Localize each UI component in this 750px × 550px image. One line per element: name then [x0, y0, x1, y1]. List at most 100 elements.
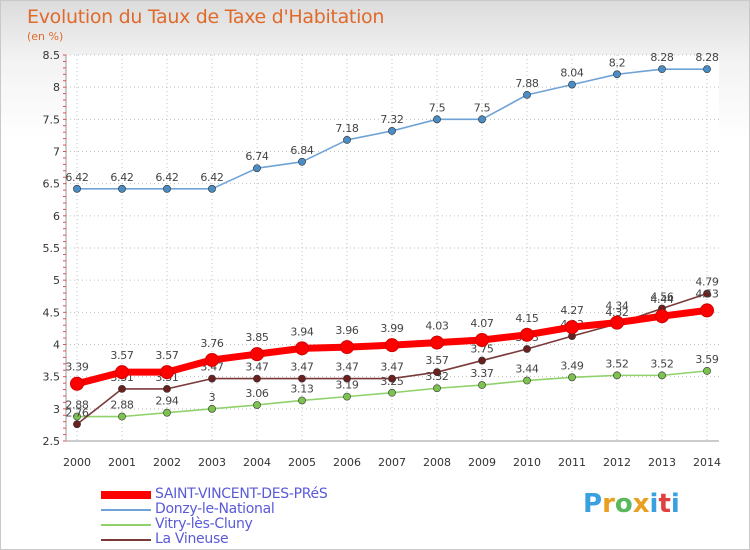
data-label: 3.76	[200, 337, 224, 350]
data-label: 8.2	[609, 56, 626, 69]
y-tick-label: 2.5	[43, 435, 61, 448]
data-point	[343, 136, 351, 144]
data-point	[523, 376, 531, 385]
x-tick-label: 2006	[333, 456, 361, 469]
x-tick-label: 2011	[558, 456, 586, 469]
data-point	[523, 90, 531, 99]
data-label: 3.19	[335, 379, 359, 392]
data-point	[298, 396, 306, 405]
data-label: 3.94	[290, 325, 314, 338]
data-label: 3.99	[380, 322, 404, 335]
data-label: 4.53	[695, 287, 719, 300]
data-point	[568, 80, 576, 89]
data-point	[343, 374, 351, 383]
data-point	[118, 412, 126, 421]
data-point	[658, 65, 666, 74]
data-point	[703, 289, 711, 298]
x-tick-label: 2003	[198, 456, 226, 469]
data-label: 3.52	[605, 357, 628, 370]
x-tick-label: 2012	[603, 456, 631, 469]
data-label: 3.47	[380, 361, 404, 374]
data-label: 3.44	[515, 363, 539, 376]
proxiti-logo: Proxiti	[583, 489, 680, 519]
data-point	[388, 127, 396, 135]
chart-title: Evolution du Taux de Taxe d'Habitation	[27, 6, 385, 28]
data-point	[118, 384, 126, 393]
data-label: 7.5	[429, 101, 446, 114]
data-label: 6.42	[65, 171, 88, 184]
x-tick-label: 2008	[423, 456, 451, 469]
x-tick-label: 2004	[243, 456, 271, 469]
legend-label: Donzy-le-National	[155, 501, 275, 517]
data-point	[658, 371, 666, 380]
legend-label: Vitry-lès-Cluny	[155, 516, 253, 532]
data-point	[163, 184, 171, 193]
data-label: 7.32	[380, 113, 403, 126]
data-label: 8.04	[560, 67, 584, 80]
data-label: 2.88	[65, 399, 89, 412]
data-point	[568, 373, 576, 382]
data-point	[523, 345, 531, 353]
x-tick-label: 2005	[288, 456, 316, 469]
data-label: 4.34	[605, 300, 629, 313]
data-label: 2.94	[155, 395, 179, 408]
x-tick-label: 2001	[108, 456, 136, 469]
data-label: 4.03	[425, 320, 449, 333]
y-tick-label: 7.5	[43, 113, 61, 126]
y-tick-label: 6	[53, 210, 60, 223]
x-tick-label: 2002	[153, 456, 181, 469]
data-point	[295, 341, 309, 356]
legend-label: SAINT-VINCENT-DES-PRéS	[155, 486, 328, 502]
data-label: 4.15	[515, 312, 539, 325]
data-label: 4.44	[650, 293, 674, 306]
data-point	[298, 157, 306, 166]
y-tick-label: 6.5	[43, 178, 61, 191]
data-point	[385, 338, 399, 353]
data-label: 7.5	[474, 101, 491, 114]
data-label: 4.79	[695, 276, 719, 289]
data-label: 8.28	[650, 51, 674, 64]
data-point	[253, 401, 261, 409]
data-point	[208, 404, 216, 413]
data-label: 3.57	[110, 349, 134, 362]
x-tick-label: 2007	[378, 456, 406, 469]
data-point	[478, 115, 486, 124]
data-point	[208, 374, 216, 383]
y-tick-label: 5	[53, 274, 60, 287]
data-point	[73, 412, 81, 421]
x-tick-label: 2014	[693, 456, 721, 469]
y-tick-label: 7	[53, 146, 60, 159]
data-point	[565, 320, 579, 335]
legend-label: La Vineuse	[155, 531, 229, 547]
data-point	[520, 327, 534, 342]
data-point	[163, 408, 171, 417]
data-point	[478, 381, 486, 389]
data-point	[703, 366, 711, 375]
x-tick-label: 2010	[513, 456, 541, 469]
data-label: 3.59	[695, 353, 719, 366]
data-point	[478, 356, 486, 365]
data-label: 6.42	[200, 171, 223, 184]
data-point	[388, 374, 396, 383]
data-label: 4.07	[470, 317, 494, 330]
data-label: 7.18	[335, 122, 359, 135]
y-tick-label: 3.5	[43, 371, 61, 384]
data-point	[160, 365, 174, 380]
data-point	[700, 303, 714, 318]
data-point	[433, 368, 441, 377]
data-label: 3.75	[470, 343, 494, 356]
data-point	[430, 335, 444, 350]
y-tick-label: 4	[53, 339, 60, 352]
data-label: 3.47	[290, 361, 314, 374]
data-label: 3.49	[560, 359, 584, 372]
data-point	[388, 388, 396, 397]
data-point	[343, 392, 351, 401]
y-tick-label: 4.5	[43, 306, 61, 319]
data-point	[70, 376, 84, 391]
legend-swatch	[101, 524, 151, 526]
data-point	[163, 384, 171, 393]
data-label: 3.13	[290, 382, 314, 395]
data-label: 2.76	[65, 406, 89, 419]
